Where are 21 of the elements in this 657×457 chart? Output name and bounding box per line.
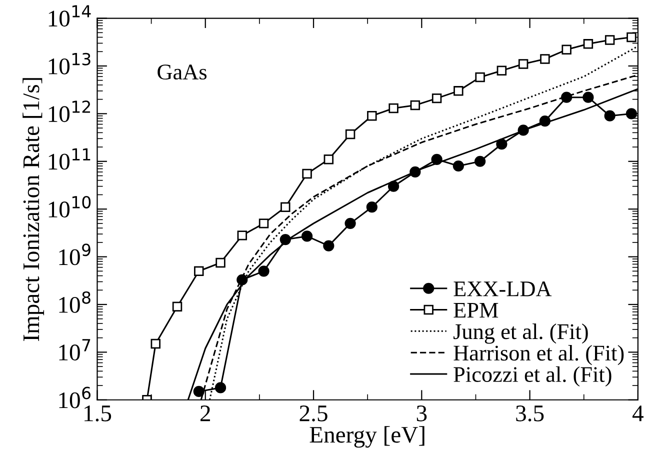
y-tick-label: 10$^{12}$: [48, 100, 90, 122]
y-tick-label: 10$^{10}$: [48, 196, 91, 218]
legend-label: Harrison et al. (Fit): [454, 344, 624, 366]
y-tick-label: 10$^{8}$: [59, 291, 90, 313]
x-tick-label: 2.5: [300, 405, 328, 422]
annotation: GaAs: [158, 64, 207, 80]
y-tick-label: 10$^{7}$: [59, 339, 90, 360]
y-tick-label: 10$^{11}$: [48, 148, 90, 170]
legend-label: Jung et al. (Fit): [454, 324, 588, 344]
y-tick-label: 10$^{9}$: [59, 244, 90, 266]
y-axis-title: Impact Ionization Rate [1/s]: [22, 78, 44, 341]
y-tick-label: 10$^{14}$: [48, 5, 91, 27]
y-tick-label: 10$^{13}$: [48, 52, 90, 74]
x-tick-label: 3: [416, 405, 427, 422]
legend-label: EXX-LDA: [454, 281, 552, 296]
x-tick-label: 3.5: [516, 405, 544, 422]
x-axis-title: Energy [eV]: [310, 426, 424, 448]
x-tick-label: 4: [632, 406, 644, 422]
x-tick-label: 2: [200, 405, 210, 422]
legend-label: EPM: [454, 302, 498, 318]
legend-label: Picozzi et al. (Fit): [454, 366, 612, 387]
